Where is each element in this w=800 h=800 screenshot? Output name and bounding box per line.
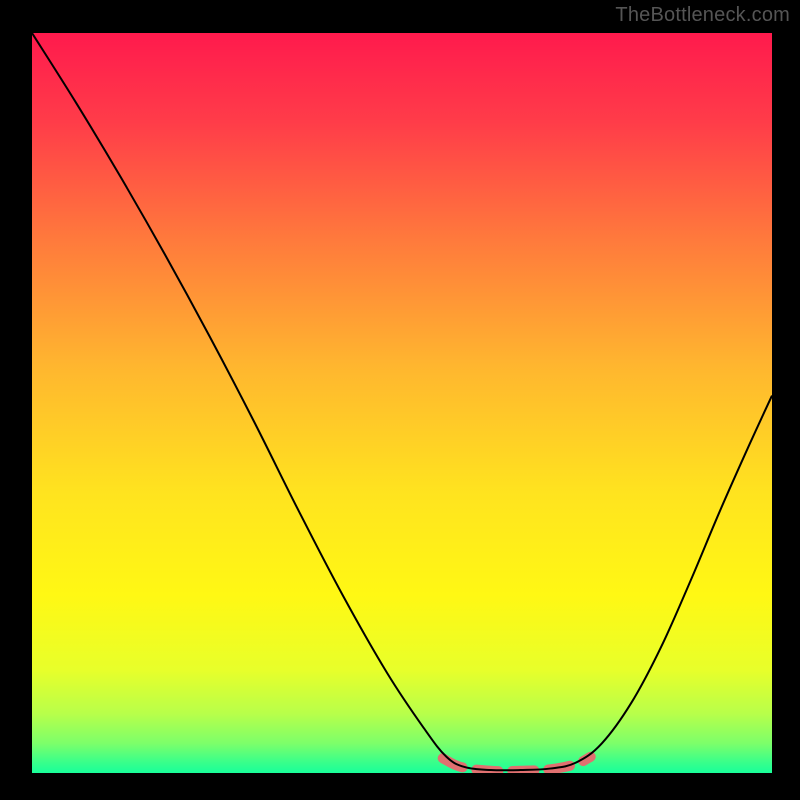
curve-layer [32,33,772,773]
watermark-text: TheBottleneck.com [615,4,790,27]
plot-area [32,33,772,773]
chart-container: TheBottleneck.com [0,0,800,800]
bottleneck-curve [32,33,772,770]
valley-marker-band [443,757,591,771]
